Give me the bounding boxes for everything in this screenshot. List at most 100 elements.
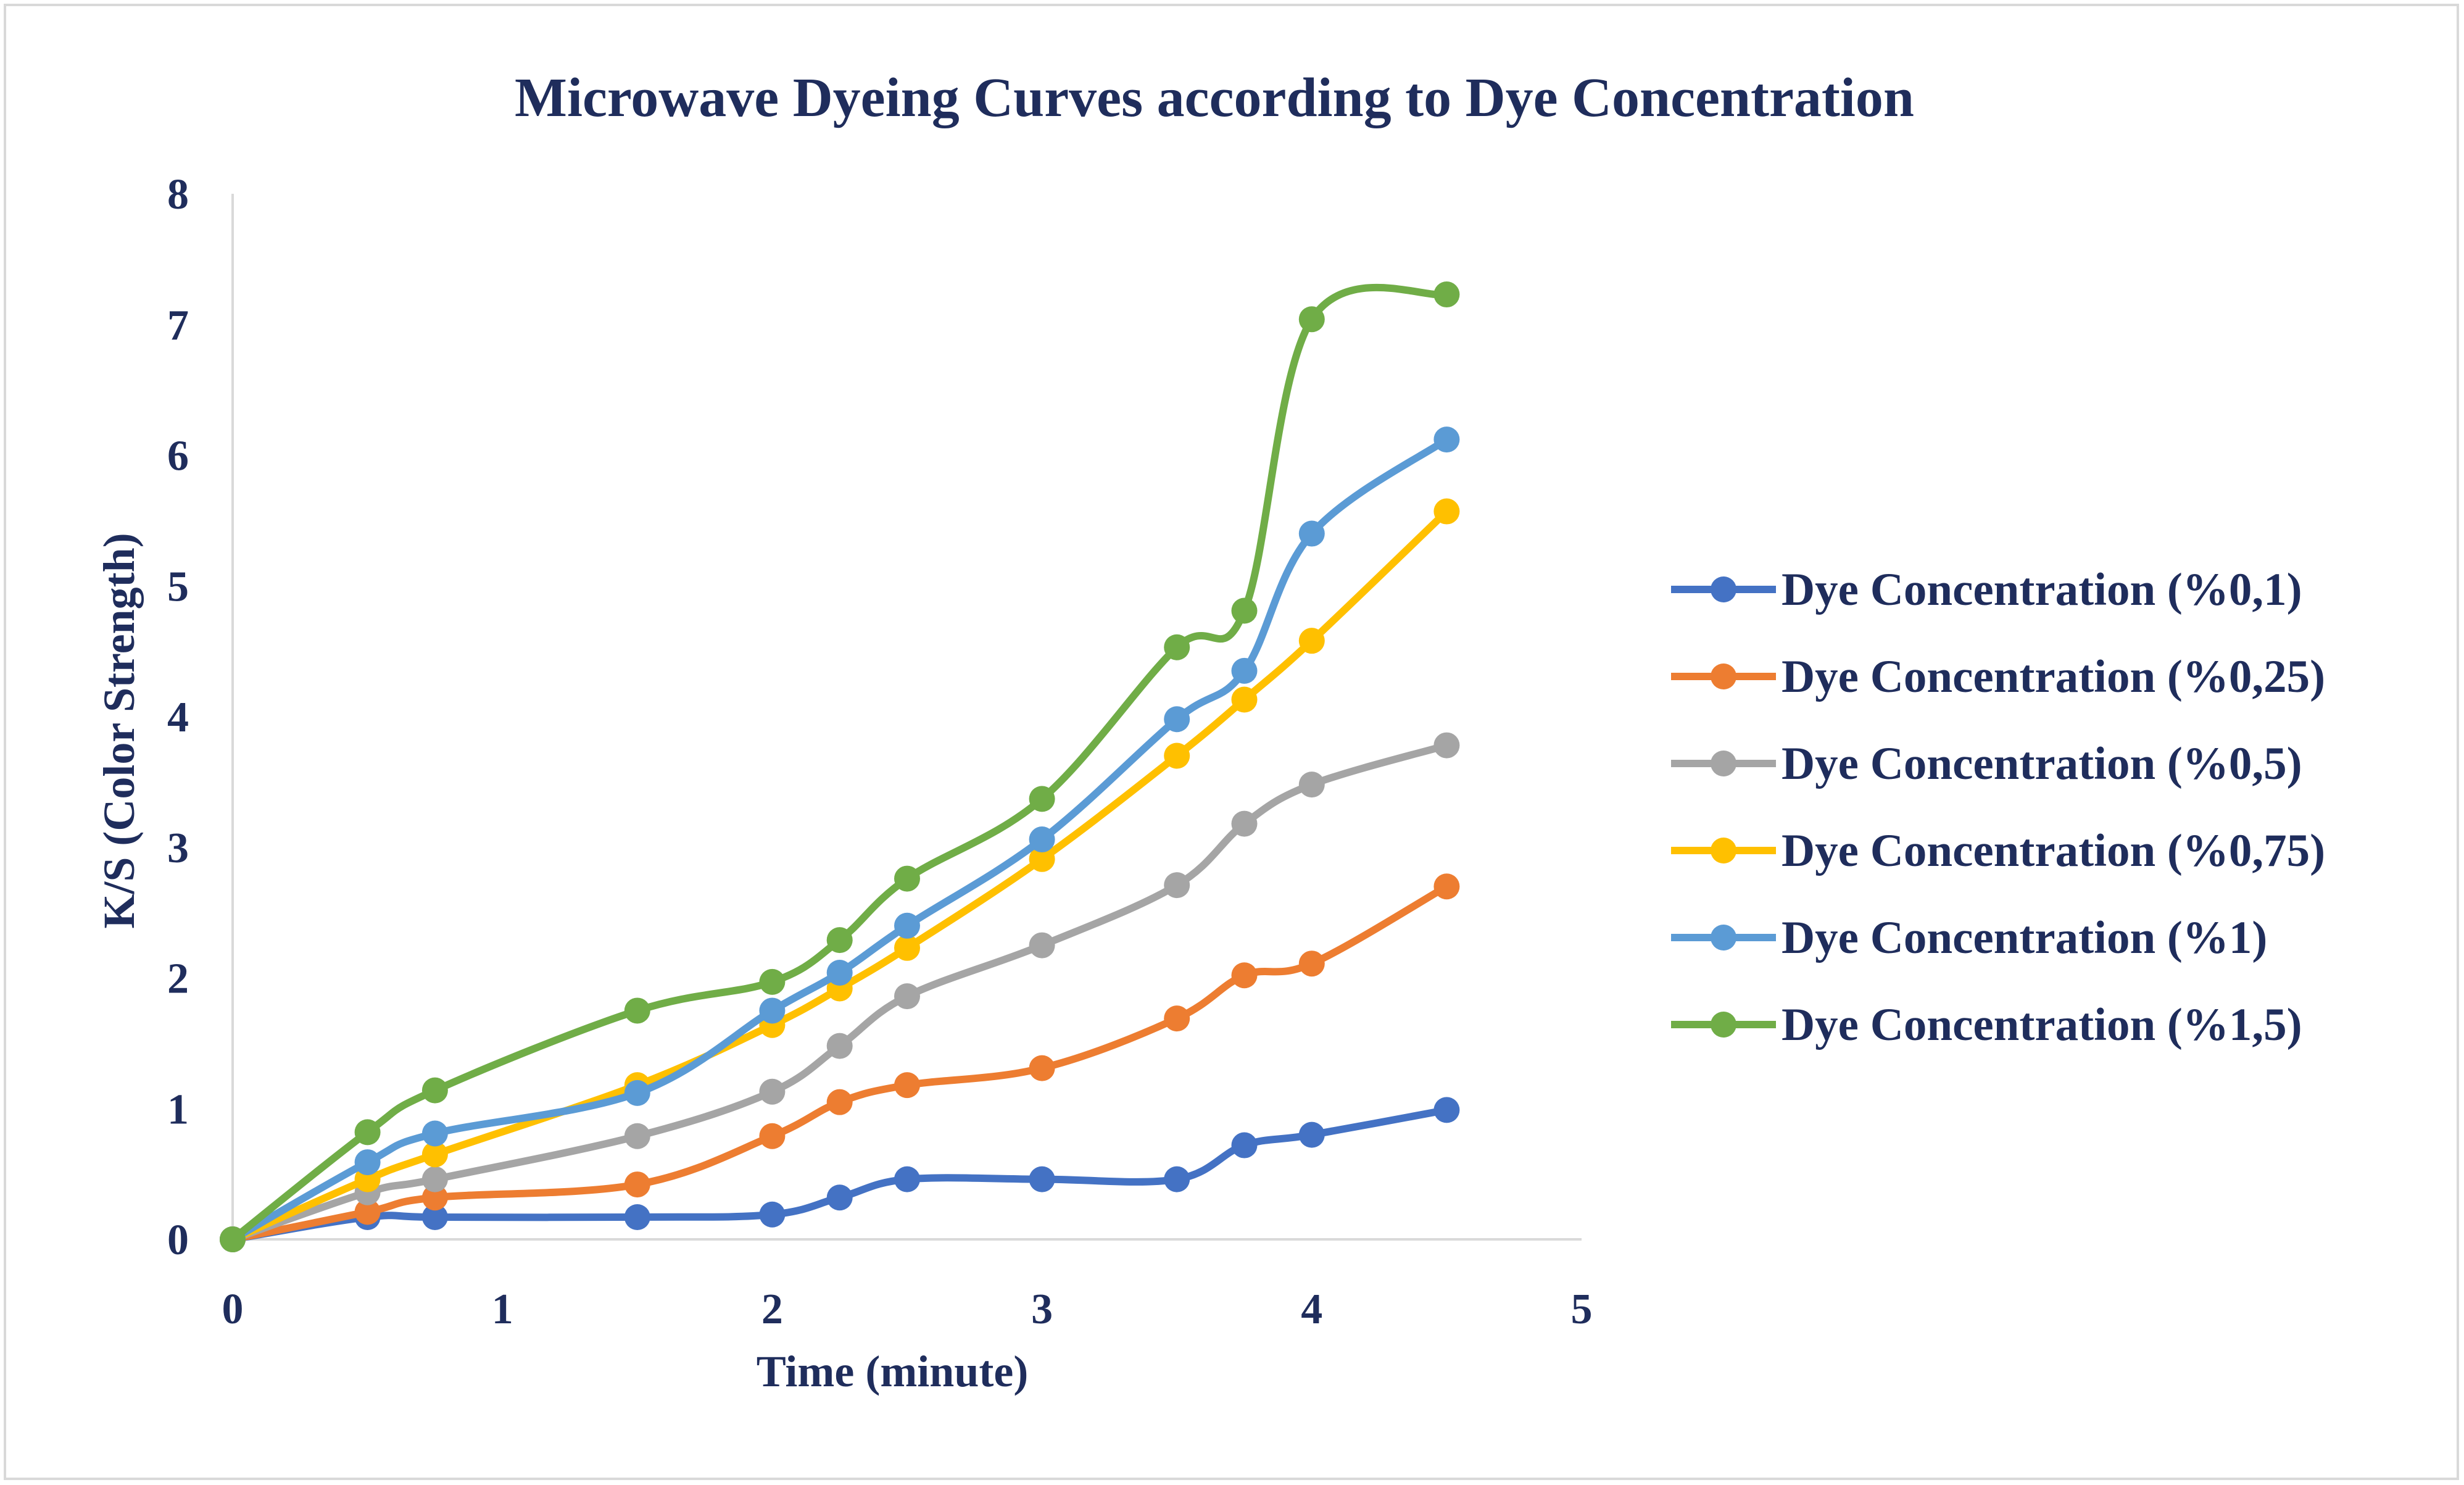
data-point <box>894 1166 920 1192</box>
legend-label: Dye Concentration (%0,25) <box>1782 651 2325 702</box>
data-point <box>1164 742 1190 769</box>
data-point <box>624 997 650 1024</box>
legend-marker <box>1711 838 1736 863</box>
data-point <box>826 960 853 986</box>
legend-item: Dye Concentration (%1) <box>1671 912 2267 963</box>
legend-item: Dye Concentration (%0,1) <box>1671 564 2302 615</box>
legend-marker <box>1711 576 1736 602</box>
y-tick-label: 0 <box>167 1217 189 1264</box>
x-tick-label: 0 <box>222 1286 244 1333</box>
legend-item: Dye Concentration (%0,25) <box>1671 651 2325 702</box>
data-point <box>354 1149 381 1176</box>
data-point <box>894 934 920 961</box>
data-point <box>759 1201 786 1228</box>
data-point <box>1298 950 1325 977</box>
data-point <box>1298 520 1325 547</box>
data-point <box>1433 732 1460 759</box>
data-point <box>1164 634 1190 660</box>
data-point <box>1231 686 1258 713</box>
chart-frame: Microwave Dyeing Curves according to Dye… <box>4 4 2459 1480</box>
data-point <box>1231 962 1258 989</box>
data-point <box>1298 1121 1325 1148</box>
data-point <box>1298 772 1325 798</box>
y-tick-label: 1 <box>167 1086 189 1133</box>
data-point <box>1298 628 1325 654</box>
series-line <box>229 436 1451 1243</box>
data-point <box>894 983 920 1010</box>
data-point <box>894 912 920 939</box>
legend-item: Dye Concentration (%1,5) <box>1671 999 2302 1050</box>
legend-label: Dye Concentration (%1,5) <box>1782 999 2302 1050</box>
y-tick-label: 3 <box>167 825 189 872</box>
legend-label: Dye Concentration (%1) <box>1782 912 2267 963</box>
data-point <box>759 1078 786 1105</box>
data-point <box>624 1171 650 1198</box>
data-point <box>894 865 920 892</box>
x-tick-label: 4 <box>1301 1286 1322 1333</box>
x-axis-label: Time (minute) <box>757 1347 1029 1396</box>
data-point <box>421 1120 448 1147</box>
data-point <box>1029 786 1055 812</box>
y-tick-label: 6 <box>167 433 189 480</box>
y-tick-label: 8 <box>167 171 189 218</box>
data-point <box>1433 873 1460 900</box>
data-point <box>1231 1132 1258 1158</box>
data-point <box>759 968 786 995</box>
series-4 <box>220 498 1460 1252</box>
data-point <box>1164 1166 1190 1192</box>
y-tick-label: 4 <box>167 694 189 741</box>
data-point <box>826 1033 853 1059</box>
data-point <box>826 927 853 954</box>
data-point <box>1164 706 1190 733</box>
data-point <box>759 1123 786 1149</box>
x-tick-label: 3 <box>1031 1286 1053 1333</box>
data-point <box>1029 1055 1055 1081</box>
data-point <box>421 1184 448 1211</box>
data-point <box>1164 872 1190 899</box>
axes: 0 1 2 3 4 5 0 1 2 3 4 5 6 7 8 <box>167 171 1593 1333</box>
data-point <box>1298 306 1325 333</box>
legend-label: Dye Concentration (%0,75) <box>1782 825 2325 876</box>
legend-marker <box>1711 751 1736 776</box>
series-layer <box>220 281 1460 1252</box>
data-point <box>759 997 786 1024</box>
y-axis-label: K/S (Color Strength) <box>94 533 144 928</box>
data-point <box>354 1199 381 1225</box>
data-point <box>1433 281 1460 308</box>
x-tick-label: 5 <box>1571 1286 1593 1333</box>
series-line <box>229 507 1451 1243</box>
legend-item: Dye Concentration (%0,75) <box>1671 825 2325 876</box>
series-1 <box>220 1097 1460 1252</box>
legend-marker <box>1711 663 1736 689</box>
series-line <box>229 1106 1451 1243</box>
legend-label: Dye Concentration (%0,1) <box>1782 564 2302 615</box>
data-point <box>421 1141 448 1168</box>
data-point <box>1433 426 1460 453</box>
data-point <box>1231 597 1258 624</box>
data-point <box>421 1077 448 1104</box>
data-point <box>624 1123 650 1149</box>
data-point <box>421 1204 448 1231</box>
data-point <box>1231 810 1258 837</box>
data-point <box>1164 1005 1190 1032</box>
data-point <box>826 1089 853 1115</box>
chart-title: Microwave Dyeing Curves according to Dye… <box>515 67 1914 128</box>
legend-label: Dye Concentration (%0,5) <box>1782 738 2302 789</box>
series-6 <box>220 281 1460 1252</box>
data-point <box>354 1119 381 1146</box>
data-point <box>624 1204 650 1231</box>
legend-item: Dye Concentration (%0,5) <box>1671 738 2302 789</box>
data-point <box>1029 932 1055 959</box>
data-point <box>421 1166 448 1192</box>
y-tick-label: 2 <box>167 955 189 1003</box>
chart: Microwave Dyeing Curves according to Dye… <box>94 67 2325 1396</box>
y-tick-label: 7 <box>167 302 189 349</box>
data-point <box>1433 1097 1460 1123</box>
data-point <box>1231 657 1258 684</box>
series-5 <box>220 426 1460 1252</box>
data-point <box>894 1072 920 1099</box>
legend-marker <box>1711 1012 1736 1038</box>
series-2 <box>220 873 1460 1252</box>
x-tick-label: 1 <box>492 1286 513 1333</box>
data-point <box>624 1079 650 1106</box>
